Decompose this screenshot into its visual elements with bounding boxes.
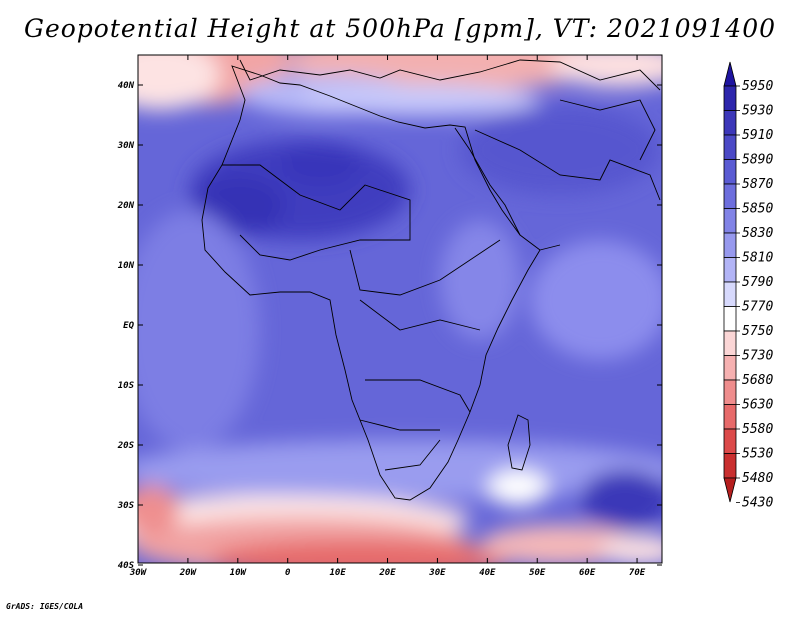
y-tick-label: 40N — [118, 81, 135, 91]
x-tick-label: 50E — [529, 568, 546, 578]
colorbar-label: 5580 — [742, 422, 773, 437]
colorbar-swatch — [723, 159, 737, 185]
colorbar-label: 5680 — [742, 373, 773, 388]
colorbar-swatch — [723, 428, 737, 454]
x-tick-label: 70E — [629, 568, 646, 578]
x-tick-label: 30W — [129, 568, 148, 578]
colorbar-label: 5770 — [742, 300, 773, 315]
axis-ticks: 30W 20W 10W 0 10E 20E 30E 40E 50E 60E 70E 40N 30N 20N… — [117, 55, 662, 578]
colorbar-label: 5750 — [742, 324, 773, 339]
colorbar-swatch — [723, 379, 737, 405]
colorbar-swatch — [723, 183, 737, 209]
colorbar-label: 5870 — [742, 177, 773, 192]
x-tick-label: 10W — [230, 568, 248, 578]
x-tick-label: 0 — [285, 568, 291, 578]
x-tick-label: 30E — [428, 568, 446, 578]
colorbar: 5950 5930 5910 5890 5870 5850 5830 5810 5790 5770… — [723, 61, 773, 511]
y-tick-label: 20N — [117, 201, 135, 211]
y-tick-label: 10N — [118, 261, 135, 271]
colorbar-swatch — [723, 85, 737, 111]
colorbar-swatch — [723, 453, 737, 479]
colorbar-top-arrow — [723, 61, 737, 87]
height-field — [138, 55, 662, 563]
colorbar-swatch — [723, 355, 737, 381]
colorbar-label: 5630 — [742, 398, 773, 413]
colorbar-swatch — [723, 232, 737, 258]
x-tick-label: 40E — [479, 568, 496, 578]
colorbar-label: 5810 — [742, 251, 773, 266]
colorbar-label: 5730 — [742, 349, 773, 364]
colorbar-label: 5530 — [742, 447, 773, 462]
x-tick-label: 60E — [579, 568, 596, 578]
y-tick-label: 10S — [118, 381, 135, 391]
coastlines — [201, 59, 661, 501]
grads-credit: GrADS: IGES/COLA — [6, 602, 84, 611]
colorbar-swatch — [723, 404, 737, 430]
x-tick-label: 20W — [179, 568, 198, 578]
y-tick-label: 30S — [117, 501, 135, 511]
colorbar-label: 5790 — [742, 275, 773, 290]
colorbar-swatch — [723, 281, 737, 307]
chart-title: Geopotential Height at 500hPa [gpm], VT:… — [23, 14, 777, 43]
colorbar-label: 5910 — [742, 128, 773, 143]
colorbar-swatch — [723, 257, 737, 283]
colorbar-label: 5930 — [742, 104, 773, 119]
colorbar-swatch — [723, 330, 737, 356]
colorbar-label: 5950 — [742, 79, 773, 94]
colorbar-swatch — [723, 306, 737, 332]
colorbar-label: 5480 — [742, 471, 773, 486]
colorbar-swatch — [723, 134, 737, 160]
y-tick-label: 40S — [118, 561, 135, 571]
y-tick-label: 20S — [117, 441, 135, 451]
colorbar-label: 5890 — [742, 153, 773, 168]
x-tick-label: 10E — [329, 568, 346, 578]
colorbar-label: 5850 — [742, 202, 773, 217]
colorbar-label: 5830 — [742, 226, 773, 241]
colorbar-swatch — [723, 208, 737, 234]
y-tick-label: 30N — [117, 141, 135, 151]
colorbar-label: 5430 — [742, 496, 773, 511]
x-tick-label: 20E — [378, 568, 396, 578]
map-frame — [137, 54, 663, 564]
y-tick-label: EQ — [123, 321, 134, 331]
colorbar-swatch — [723, 110, 737, 136]
colorbar-bottom-arrow — [723, 477, 737, 503]
